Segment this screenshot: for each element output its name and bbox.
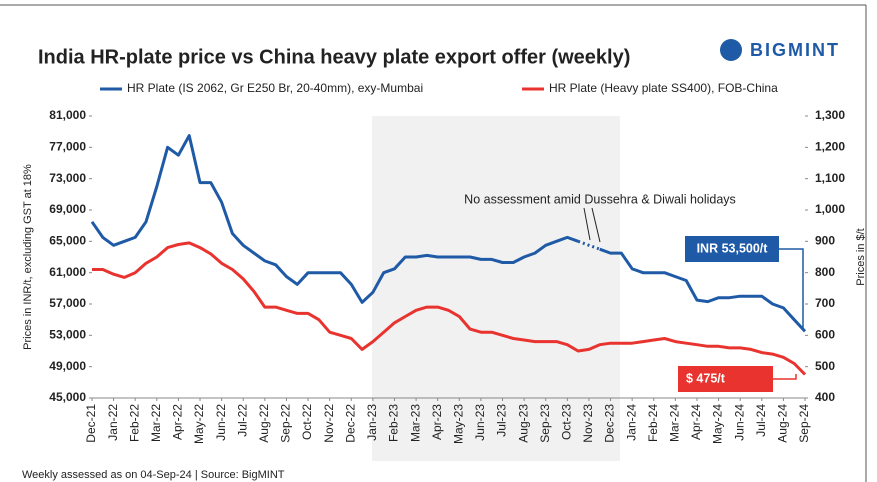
y2-tick-label: 1,300 (815, 108, 845, 122)
callout-arrow (773, 374, 797, 380)
series-line (92, 241, 807, 376)
annotation-arrow (591, 207, 601, 243)
x-tick-label: Jan-24 (624, 404, 638, 441)
y-tick-label: 53,000 (49, 328, 86, 342)
y-tick-label: 73,000 (49, 171, 86, 185)
callout: $ 475/t (686, 371, 726, 385)
y-tick-label: 57,000 (49, 296, 86, 310)
y2-tick-label: 900 (815, 234, 835, 248)
y2-tick-label: 1,000 (815, 202, 845, 216)
x-tick-label: Feb-24 (646, 404, 660, 442)
x-tick-label: Apr-24 (689, 404, 703, 440)
shaded-period (372, 116, 620, 461)
callout: INR 53,500/t (697, 241, 769, 255)
y2-tick-label: 600 (815, 328, 835, 342)
annotation-arrow (583, 207, 591, 241)
x-tick-label: Apr-23 (430, 404, 444, 440)
x-tick-label: Jul-23 (495, 404, 509, 437)
x-tick-label: Aug-23 (516, 404, 530, 443)
x-tick-label: Apr-22 (171, 404, 185, 440)
logo-icon (720, 39, 742, 61)
legend-label: HR Plate (IS 2062, Gr E250 Br, 20-40mm),… (127, 81, 423, 95)
y-tick-label: 49,000 (49, 359, 86, 373)
chart-title: India HR-plate price vs China heavy plat… (38, 46, 630, 68)
x-tick-label: Jan-22 (106, 404, 120, 441)
x-tick-label: Jul-22 (235, 404, 249, 437)
x-tick-label: Sep-24 (797, 404, 811, 443)
x-tick-label: Feb-22 (127, 404, 141, 442)
x-tick-label: Oct-23 (560, 404, 574, 440)
y-tick-label: 81,000 (49, 108, 86, 122)
x-tick-label: Aug-22 (257, 404, 271, 443)
x-tick-label: Mar-23 (408, 404, 422, 442)
x-tick-label: Jul-24 (754, 404, 768, 437)
y-tick-label: 69,000 (49, 202, 86, 216)
x-tick-label: Nov-23 (581, 404, 595, 443)
x-tick-label: Sep-23 (538, 404, 552, 443)
x-tick-label: Mar-24 (668, 404, 682, 442)
x-tick-label: Feb-23 (387, 404, 401, 442)
logo: BIGMINT (750, 40, 840, 60)
x-tick-label: May-24 (711, 404, 725, 444)
x-tick-label: Dec-21 (84, 404, 98, 443)
legend-label: HR Plate (Heavy plate SS400), FOB-China (549, 81, 778, 95)
series-line (90, 134, 807, 333)
x-tick-label: Aug-24 (776, 404, 790, 443)
y-axis-title: Prices in INR/t, excluding GST at 18% (22, 164, 34, 350)
gap-connector (577, 239, 601, 251)
x-tick-label: Jun-24 (732, 404, 746, 441)
x-tick-label: May-23 (451, 404, 465, 444)
y2-tick-label: 1,100 (815, 171, 845, 185)
y2-tick-label: 400 (815, 390, 835, 404)
x-tick-label: Dec-22 (343, 404, 357, 443)
y2-axis-title: Prices in $/t (855, 228, 867, 285)
y2-tick-label: 500 (815, 359, 835, 373)
y-tick-label: 65,000 (49, 234, 86, 248)
x-tick-label: Sep-22 (279, 404, 293, 443)
x-tick-label: May-22 (192, 404, 206, 444)
callout-box (678, 366, 773, 392)
footer: Weekly assessed as on 04-Sep-24 | Source… (22, 469, 285, 481)
x-tick-label: Nov-22 (322, 404, 336, 443)
x-tick-label: Jun-23 (473, 404, 487, 441)
y-tick-label: 61,000 (49, 265, 86, 279)
x-tick-label: Mar-22 (149, 404, 163, 442)
callout-box (685, 236, 779, 262)
x-tick-label: Oct-22 (300, 404, 314, 440)
callout-arrow (779, 248, 804, 328)
y2-tick-label: 800 (815, 265, 835, 279)
y2-tick-label: 1,200 (815, 140, 845, 154)
annotation: No assessment amid Dussehra & Diwali hol… (464, 192, 736, 206)
x-tick-label: Dec-23 (603, 404, 617, 443)
y2-tick-label: 700 (815, 296, 835, 310)
x-tick-label: Jan-23 (365, 404, 379, 441)
x-tick-label: Jun-22 (214, 404, 228, 441)
y-tick-label: 77,000 (49, 140, 86, 154)
y-tick-label: 45,000 (49, 390, 86, 404)
